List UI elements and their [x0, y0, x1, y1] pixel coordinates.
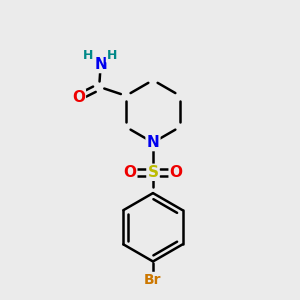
Text: S: S: [148, 165, 158, 180]
Text: Br: Br: [144, 273, 162, 287]
Text: H: H: [107, 49, 117, 62]
Text: N: N: [147, 135, 159, 150]
Text: O: O: [72, 90, 85, 105]
Text: O: O: [170, 165, 183, 180]
Text: O: O: [123, 165, 136, 180]
Text: N: N: [94, 57, 107, 72]
Text: H: H: [83, 49, 93, 62]
